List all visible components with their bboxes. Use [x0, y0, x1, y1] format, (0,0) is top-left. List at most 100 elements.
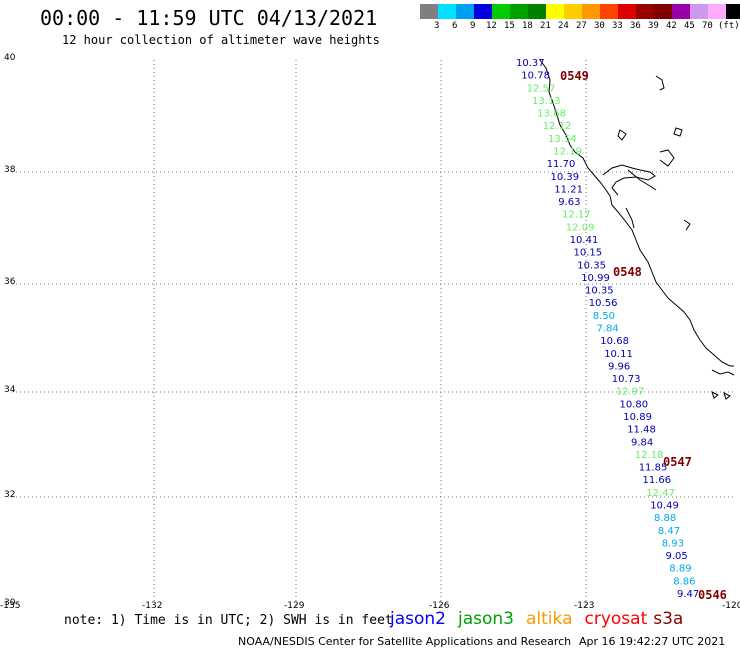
satellite-legend: jason2 jason3 altika cryosat s3a: [390, 609, 695, 629]
legend-label: 45: [684, 21, 695, 31]
latitude-label: 34: [4, 385, 16, 395]
wave-height-label: 10.73: [612, 374, 641, 385]
legend-label: 30: [594, 21, 605, 31]
wave-height-label: 10.35: [577, 260, 606, 271]
legend-swatch: [492, 4, 510, 19]
wave-height-label: 12.09: [566, 222, 595, 233]
wave-height-label: 10.68: [600, 336, 629, 347]
legend-swatch: [708, 4, 726, 19]
footer-note: note: 1) Time is in UTC; 2) SWH is in fe…: [64, 613, 393, 628]
wave-height-label: 10.37: [516, 58, 545, 69]
map-subtitle: 12 hour collection of altimeter wave hei…: [62, 33, 380, 47]
wave-height-label: 12.19: [553, 147, 582, 158]
map-frame: [12, 60, 734, 605]
wave-height-label: 11.21: [554, 184, 583, 195]
generated-timestamp: Apr 16 19:42:27 UTC 2021: [579, 635, 726, 648]
longitude-label: -135: [0, 601, 21, 611]
pass-time-label: 0546: [698, 588, 727, 602]
wave-height-label: 11.66: [643, 475, 672, 486]
legend-swatch: [510, 4, 528, 19]
legend-swatch: [528, 4, 546, 19]
longitude-label: -120: [722, 601, 740, 611]
wave-height-label: 13.13: [532, 96, 561, 107]
lake-outline-1: [655, 75, 665, 91]
legend-swatch: [726, 4, 740, 19]
wave-height-label: 13.54: [548, 134, 577, 145]
wave-height-label: 13.68: [537, 109, 566, 120]
reservoir-outline: [683, 219, 691, 231]
longitude-label: -126: [429, 601, 450, 611]
coastline-california: [539, 59, 734, 367]
latitude-label: 32: [4, 490, 16, 500]
wave-height-label: 10.99: [581, 273, 610, 284]
color-legend: [420, 4, 740, 19]
map-title: 00:00 - 11:59 UTC 04/13/2021: [40, 6, 378, 30]
legend-label: 3: [434, 21, 440, 31]
wave-height-label: 10.56: [589, 298, 618, 309]
legend-swatch: [582, 4, 600, 19]
wave-height-label: 8.86: [673, 576, 695, 587]
wave-height-label: 10.39: [551, 172, 580, 183]
wave-height-label: 12.57: [527, 83, 556, 94]
channel-island-1: [711, 369, 735, 376]
legend-swatch: [636, 4, 654, 19]
wave-height-label: 9.84: [631, 437, 653, 448]
bay-delta: [627, 169, 657, 191]
legend-label: 12: [486, 21, 497, 31]
lake-outline-2: [617, 129, 627, 141]
satellite-s3a: s3a: [653, 609, 684, 629]
legend-label: 21: [540, 21, 551, 31]
legend-swatch: [672, 4, 690, 19]
legend-label: 24: [558, 21, 569, 31]
legend-label: 6: [452, 21, 458, 31]
wave-height-label: 10.35: [585, 286, 614, 297]
wave-height-label: 8.89: [669, 564, 691, 575]
wave-height-label: 12.47: [646, 488, 675, 499]
wave-height-label: 10.41: [570, 235, 599, 246]
legend-label: 18: [522, 21, 533, 31]
pass-time-label: 0548: [613, 265, 642, 279]
channel-island-3: [723, 392, 731, 400]
wave-height-label: 11.70: [547, 159, 576, 170]
legend-label: 33: [612, 21, 623, 31]
wave-height-label: 8.50: [593, 311, 615, 322]
longitude-label: -132: [142, 601, 163, 611]
wave-height-label: 10.89: [623, 412, 652, 423]
bay-shore: [625, 207, 635, 229]
legend-label: (ft): [718, 21, 740, 31]
legend-label: 70: [702, 21, 713, 31]
wave-height-label: 10.15: [574, 248, 603, 259]
channel-island-2: [711, 391, 719, 399]
wave-height-label: 11.48: [627, 425, 656, 436]
wave-height-label: 10.78: [521, 71, 550, 82]
legend-label: 27: [576, 21, 587, 31]
longitude-label: -129: [284, 601, 305, 611]
latitude-label: 40: [4, 53, 16, 63]
wave-height-label: 10.80: [620, 399, 649, 410]
satellite-cryosat: cryosat: [584, 609, 648, 629]
wave-height-label: 12.18: [635, 450, 664, 461]
color-legend-labels: 3 6 9 12 15 18 21 24 27 30 33 36 39 42 45 70 (ft): [420, 21, 740, 33]
pass-time-label: 0549: [560, 69, 589, 83]
legend-label: 39: [648, 21, 659, 31]
wave-height-label: 11.85: [639, 463, 668, 474]
wave-height-label: 8.93: [662, 538, 684, 549]
legend-swatch: [690, 4, 708, 19]
legend-swatch: [654, 4, 672, 19]
lake-outline-3: [673, 127, 683, 137]
legend-label: 15: [504, 21, 515, 31]
satellite-jason2: jason2: [390, 609, 446, 629]
wave-height-label: 8.88: [654, 513, 676, 524]
latitude-label: 30: [4, 598, 16, 608]
san-francisco-bay: [602, 164, 656, 196]
legend-swatch: [420, 4, 438, 19]
wave-height-label: 9.05: [666, 551, 688, 562]
pass-time-label: 0547: [663, 455, 692, 469]
latitude-label: 36: [4, 277, 16, 287]
legend-swatch: [618, 4, 636, 19]
wave-height-label: 8.47: [658, 526, 680, 537]
wave-height-label: 7.84: [597, 324, 619, 335]
graticule: [12, 60, 734, 605]
legend-label: 9: [470, 21, 476, 31]
